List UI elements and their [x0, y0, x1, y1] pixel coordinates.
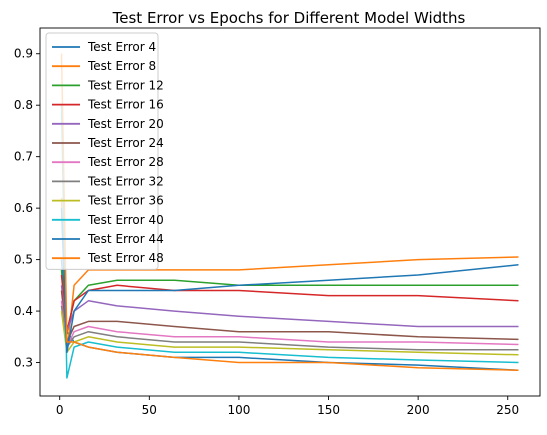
series-line-9: [60, 311, 519, 356]
legend-label-11: Test Error 44: [87, 232, 164, 246]
series-line-12: [60, 53, 519, 372]
series-line-7: [60, 300, 519, 348]
y-tick-label: 0.3: [14, 356, 33, 370]
chart-title: Test Error vs Epochs for Different Model…: [112, 9, 466, 27]
x-tick-label: 200: [407, 403, 430, 417]
y-tick-label: 0.9: [14, 47, 33, 61]
x-tick-label: 150: [317, 403, 340, 417]
legend-label-7: Test Error 28: [87, 155, 164, 169]
legend-label-5: Test Error 20: [87, 117, 164, 131]
legend: Test Error 4 Test Error 8 Test Error 12 Tes…: [45, 32, 164, 270]
series-layer: [60, 53, 519, 379]
legend-label-2: Test Error 8: [87, 59, 156, 73]
legend-label-4: Test Error 16: [87, 98, 164, 112]
series-line-6: [60, 290, 519, 343]
legend-label-6: Test Error 24: [87, 136, 164, 150]
series-line-5: [60, 285, 519, 333]
legend-label-8: Test Error 32: [87, 174, 164, 188]
legend-label-9: Test Error 36: [87, 194, 164, 208]
legend-label-1: Test Error 4: [87, 40, 156, 54]
y-tick-label: 0.5: [14, 253, 33, 267]
x-tick-label: 100: [227, 403, 250, 417]
legend-label-10: Test Error 40: [87, 213, 164, 227]
series-line-4: [60, 274, 519, 333]
plot-frame: [39, 27, 541, 397]
legend-label-3: Test Error 12: [87, 78, 164, 92]
y-tick-label: 0.4: [14, 304, 33, 318]
series-line-11: [60, 208, 519, 354]
y-tick-label: 0.7: [14, 150, 33, 164]
x-tick-label: 250: [496, 403, 519, 417]
legend-label-12: Test Error 48: [87, 251, 164, 265]
y-axis: 0.3 0.4 0.5 0.6 0.7 0.8 0.9: [14, 47, 40, 370]
x-tick-label: 0: [56, 403, 64, 417]
series-line-10: [60, 105, 519, 379]
x-axis: 0 50 100 150 200 250: [56, 396, 519, 417]
x-tick-label: 50: [142, 403, 157, 417]
y-tick-label: 0.8: [14, 98, 33, 112]
legend-box: [45, 32, 159, 270]
y-tick-label: 0.6: [14, 201, 33, 215]
